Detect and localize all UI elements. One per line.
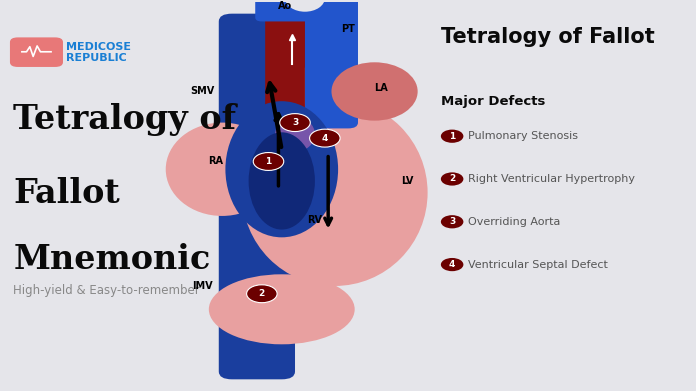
Ellipse shape bbox=[285, 0, 325, 12]
Ellipse shape bbox=[275, 117, 315, 152]
Ellipse shape bbox=[331, 62, 418, 121]
Circle shape bbox=[253, 152, 284, 170]
Circle shape bbox=[441, 129, 464, 143]
Text: Pulmonary Stenosis: Pulmonary Stenosis bbox=[468, 131, 578, 141]
FancyBboxPatch shape bbox=[301, 0, 338, 68]
Text: 3: 3 bbox=[292, 118, 298, 127]
Text: Mnemonic: Mnemonic bbox=[13, 243, 211, 276]
FancyBboxPatch shape bbox=[305, 0, 358, 128]
Text: RA: RA bbox=[208, 156, 223, 167]
Text: Ventricular Septal Defect: Ventricular Septal Defect bbox=[468, 260, 608, 269]
FancyBboxPatch shape bbox=[265, 0, 305, 165]
Text: Fallot: Fallot bbox=[13, 177, 120, 210]
Ellipse shape bbox=[278, 0, 331, 6]
Text: MEDICOSE: MEDICOSE bbox=[66, 42, 132, 52]
Text: Tetralogy of: Tetralogy of bbox=[13, 103, 236, 136]
Text: 3: 3 bbox=[449, 217, 455, 226]
Text: RV: RV bbox=[308, 215, 322, 225]
Text: PT: PT bbox=[341, 24, 355, 34]
FancyBboxPatch shape bbox=[10, 38, 63, 67]
FancyBboxPatch shape bbox=[255, 0, 315, 22]
Text: 2: 2 bbox=[449, 174, 455, 183]
Text: 4: 4 bbox=[322, 134, 328, 143]
Text: 4: 4 bbox=[449, 260, 455, 269]
Circle shape bbox=[441, 172, 464, 186]
Text: REPUBLIC: REPUBLIC bbox=[66, 53, 127, 63]
Ellipse shape bbox=[209, 274, 355, 344]
Ellipse shape bbox=[226, 101, 338, 237]
Ellipse shape bbox=[166, 123, 278, 216]
Text: 2: 2 bbox=[259, 289, 265, 298]
Text: Right Ventricular Hypertrophy: Right Ventricular Hypertrophy bbox=[468, 174, 635, 184]
Circle shape bbox=[441, 258, 464, 271]
Circle shape bbox=[310, 129, 340, 147]
Text: 1: 1 bbox=[265, 157, 271, 166]
Text: High-yield & Easy-to-remember: High-yield & Easy-to-remember bbox=[13, 284, 200, 297]
Ellipse shape bbox=[248, 132, 315, 230]
Text: Major Defects: Major Defects bbox=[441, 95, 545, 108]
Text: LV: LV bbox=[402, 176, 414, 186]
Text: SMV: SMV bbox=[190, 86, 214, 97]
Circle shape bbox=[246, 285, 277, 303]
Text: Ao: Ao bbox=[278, 1, 292, 11]
Text: 1: 1 bbox=[449, 132, 455, 141]
Text: Overriding Aorta: Overriding Aorta bbox=[468, 217, 560, 227]
Ellipse shape bbox=[269, 0, 335, 16]
Circle shape bbox=[280, 114, 310, 131]
FancyBboxPatch shape bbox=[219, 14, 295, 379]
Text: Tetralogy of Fallot: Tetralogy of Fallot bbox=[441, 27, 655, 47]
Ellipse shape bbox=[242, 99, 427, 286]
Text: IMV: IMV bbox=[192, 281, 212, 291]
Circle shape bbox=[441, 215, 464, 228]
Text: LA: LA bbox=[374, 83, 388, 93]
